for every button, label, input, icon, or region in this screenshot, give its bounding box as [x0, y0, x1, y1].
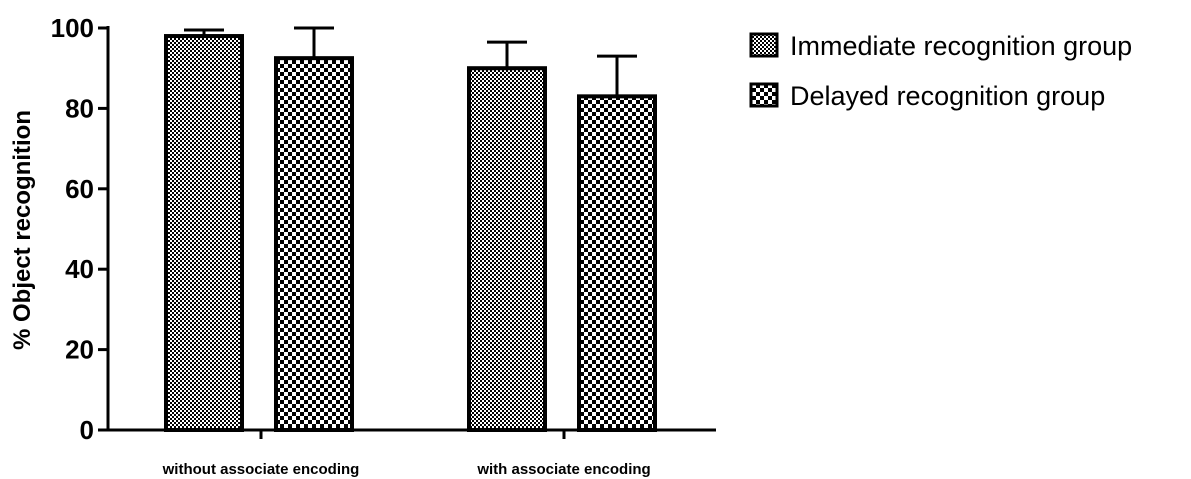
y-tick-label: 60: [65, 174, 94, 204]
legend-label: Immediate recognition group: [790, 31, 1132, 61]
legend: Immediate recognition group Delayed recog…: [749, 31, 1132, 111]
bar-delayed-1: [274, 56, 354, 433]
y-tick-label: 40: [65, 254, 94, 284]
y-tick-label: 20: [65, 335, 94, 365]
x-tick-labels: without associate encoding with associate…: [162, 461, 651, 478]
y-tick-label: 0: [80, 415, 94, 445]
bars: [164, 26, 657, 433]
y-tick-label: 80: [65, 93, 94, 123]
y-axis-label: % Object recognition: [9, 110, 36, 350]
x-tick-label: with associate encoding: [476, 461, 650, 478]
y-tick-label: 100: [51, 13, 94, 43]
legend-label: Delayed recognition group: [790, 81, 1105, 111]
bar-delayed-2: [577, 94, 657, 432]
x-tick-label: without associate encoding: [162, 461, 360, 478]
legend-swatch: [749, 32, 779, 58]
legend-swatch: [749, 82, 779, 108]
bar-immediate-2: [467, 66, 547, 432]
bar-immediate-1: [164, 34, 244, 432]
